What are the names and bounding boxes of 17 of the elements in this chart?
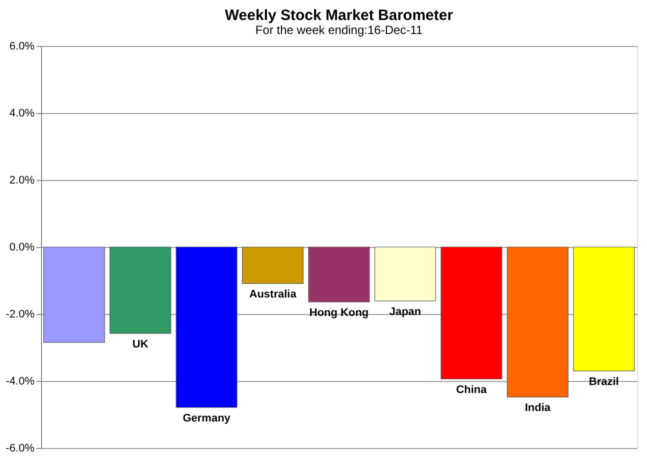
y-tick-label: -6.0% bbox=[6, 442, 35, 454]
y-tick-label: 6.0% bbox=[9, 40, 35, 52]
x-tick-label: China bbox=[456, 384, 488, 396]
x-tick-label: Australia bbox=[249, 288, 298, 301]
x-tick-label: UK bbox=[132, 338, 148, 350]
x-tick-label: Japan bbox=[389, 306, 422, 318]
y-tick-label: 2.0% bbox=[9, 174, 35, 186]
y-tick-label: 0.0% bbox=[9, 242, 35, 254]
y-tick-label: -2.0% bbox=[6, 308, 35, 320]
chart-title: Weekly Stock Market Barometer bbox=[224, 7, 454, 24]
y-tick-label: -4.0% bbox=[6, 376, 35, 388]
chart-subtitle: For the week ending:16-Dec-11 bbox=[255, 23, 423, 37]
x-tick-label: Hong Kong bbox=[309, 306, 369, 319]
x-tick-label: India bbox=[524, 402, 552, 414]
x-tick-label: Brazil bbox=[588, 376, 619, 388]
x-tick-label: Germany bbox=[182, 412, 232, 424]
y-tick-label: 4.0% bbox=[9, 108, 35, 120]
